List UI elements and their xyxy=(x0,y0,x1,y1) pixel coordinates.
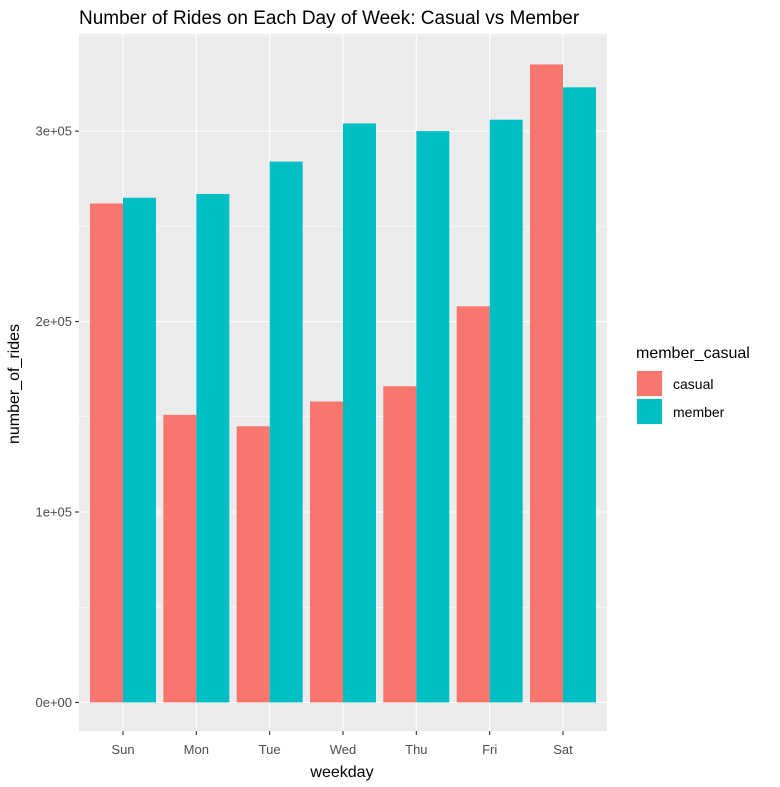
legend-key-casual xyxy=(637,371,662,396)
bar-member-mon xyxy=(196,193,230,703)
x-tick-label-tue: Tue xyxy=(259,742,281,757)
legend: member_casual casual member xyxy=(636,345,750,425)
bar-member-thu xyxy=(416,131,450,703)
bar-casual-fri xyxy=(456,306,490,703)
x-tick-label-mon: Mon xyxy=(184,742,209,757)
x-tick-label-wed: Wed xyxy=(330,742,357,757)
bar-member-sun xyxy=(123,197,156,703)
x-tick-label-sun: Sun xyxy=(111,742,134,757)
plot-panel xyxy=(79,34,607,731)
bar-member-fri xyxy=(489,119,523,703)
y-tick-label: 2e+05 xyxy=(35,314,72,329)
bar-casual-sun xyxy=(90,203,123,703)
bar-casual-thu xyxy=(383,386,417,703)
bar-member-sat xyxy=(563,87,596,703)
y-tick-label: 1e+05 xyxy=(35,504,72,519)
bar-casual-sat xyxy=(530,64,563,703)
x-axis-title: weekday xyxy=(309,764,373,781)
bar-casual-mon xyxy=(163,414,197,703)
bar-casual-tue xyxy=(236,426,270,703)
legend-label-casual: casual xyxy=(673,376,713,392)
y-axis: 0e+00 1e+05 2e+05 3e+05 xyxy=(35,124,79,710)
bar-casual-wed xyxy=(310,401,343,703)
bar-member-tue xyxy=(269,161,303,703)
bar-member-wed xyxy=(343,123,376,703)
legend-label-member: member xyxy=(673,404,725,420)
x-tick-label-fri: Fri xyxy=(482,742,497,757)
y-tick-label: 3e+05 xyxy=(35,124,72,139)
legend-key-member xyxy=(637,399,662,424)
y-tick-label: 0e+00 xyxy=(35,695,72,710)
chart-title: Number of Rides on Each Day of Week: Cas… xyxy=(79,8,580,29)
y-axis-title: number_of_rides xyxy=(6,324,23,444)
legend-title: member_casual xyxy=(636,345,750,362)
x-tick-label-sat: Sat xyxy=(553,742,573,757)
x-axis: Sun Mon Tue Wed Thu Fri Sat xyxy=(111,731,573,757)
x-tick-label-thu: Thu xyxy=(405,742,427,757)
